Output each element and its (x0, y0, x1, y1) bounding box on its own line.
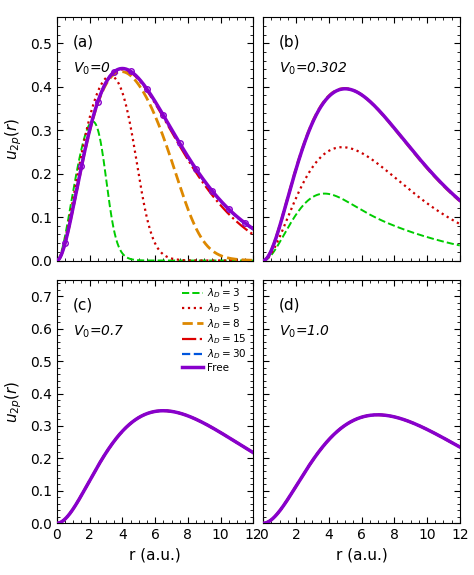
Y-axis label: $u_{2p}(r)$: $u_{2p}(r)$ (4, 381, 25, 423)
Legend: $\lambda_D=3$, $\lambda_D=5$, $\lambda_D=8$, $\lambda_D=15$, $\lambda_D=30$, Fre: $\lambda_D=3$, $\lambda_D=5$, $\lambda_D… (182, 285, 248, 374)
Text: (c): (c) (73, 297, 93, 312)
Y-axis label: $u_{2p}(r)$: $u_{2p}(r)$ (4, 118, 25, 160)
Text: $V_0$=1.0: $V_0$=1.0 (279, 324, 330, 340)
Text: (b): (b) (279, 34, 301, 49)
Text: $V_0$=0.302: $V_0$=0.302 (279, 61, 347, 78)
Text: (a): (a) (73, 34, 94, 49)
Text: $V_0$=0: $V_0$=0 (73, 61, 110, 78)
Text: $V_0$=0.7: $V_0$=0.7 (73, 324, 124, 340)
X-axis label: r (a.u.): r (a.u.) (336, 547, 387, 563)
Text: (d): (d) (279, 297, 301, 312)
X-axis label: r (a.u.): r (a.u.) (129, 547, 181, 563)
